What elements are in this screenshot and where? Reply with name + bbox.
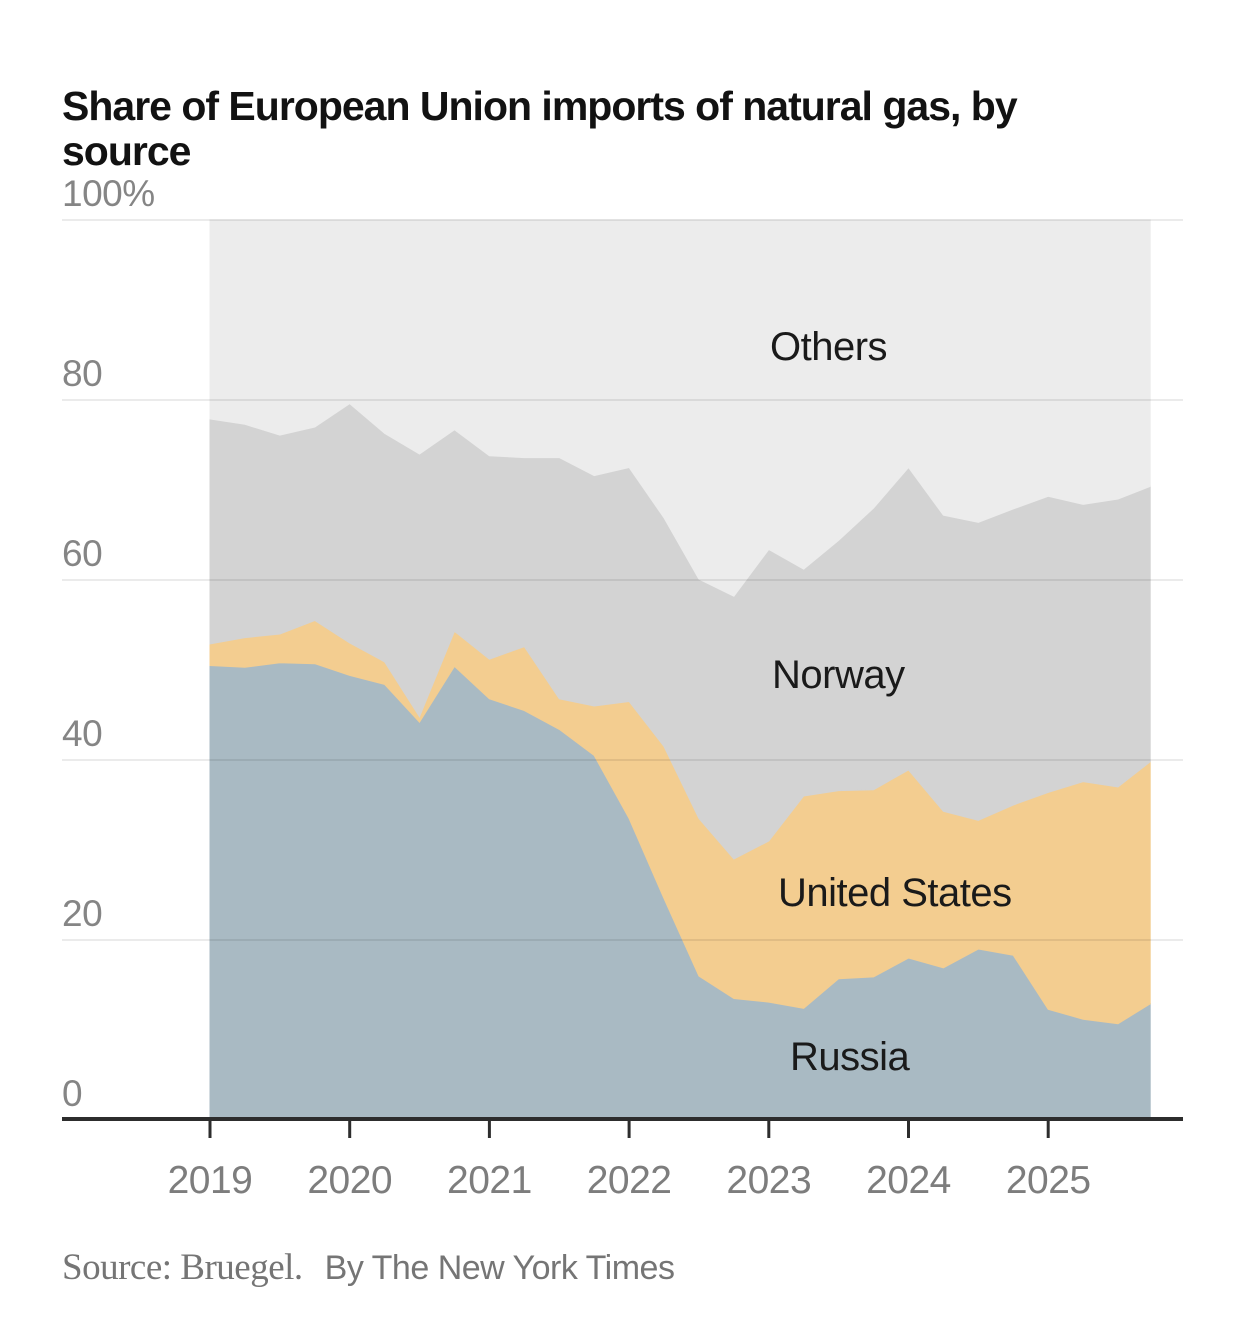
area-others [209,219,1151,597]
y-tick-label-80: 80 [62,353,102,394]
x-tick-label-2019: 2019 [168,1159,253,1202]
byline-text: By The New York Times [324,1249,675,1287]
chart-title: Share of European Union imports of natur… [62,84,1162,174]
area-label-norway: Norway [772,653,905,697]
y-tick-label-100: 100% [62,173,155,214]
y-tick-label-0: 0 [62,1073,82,1114]
area-label-others: Others [770,325,887,369]
y-tick-label-20: 20 [62,893,102,934]
x-tick-label-2021: 2021 [447,1159,532,1202]
x-tick-label-2022: 2022 [587,1159,672,1202]
area-label-russia: Russia [790,1035,911,1079]
source-line: Source: Bruegel. By The New York Times [62,1246,675,1289]
x-tick-label-2025: 2025 [1006,1159,1091,1202]
x-tick-label-2024: 2024 [866,1159,951,1202]
x-tick-label-2020: 2020 [307,1159,392,1202]
y-tick-label-40: 40 [62,713,102,754]
area-label-united-states: United States [778,871,1012,915]
chart-title-line2: source [62,128,191,175]
chart-title-line1: Share of European Union imports of natur… [62,83,1018,130]
y-tick-label-60: 60 [62,533,102,574]
x-tick-label-2023: 2023 [726,1159,811,1202]
source-text: Source: Bruegel. [62,1247,303,1288]
